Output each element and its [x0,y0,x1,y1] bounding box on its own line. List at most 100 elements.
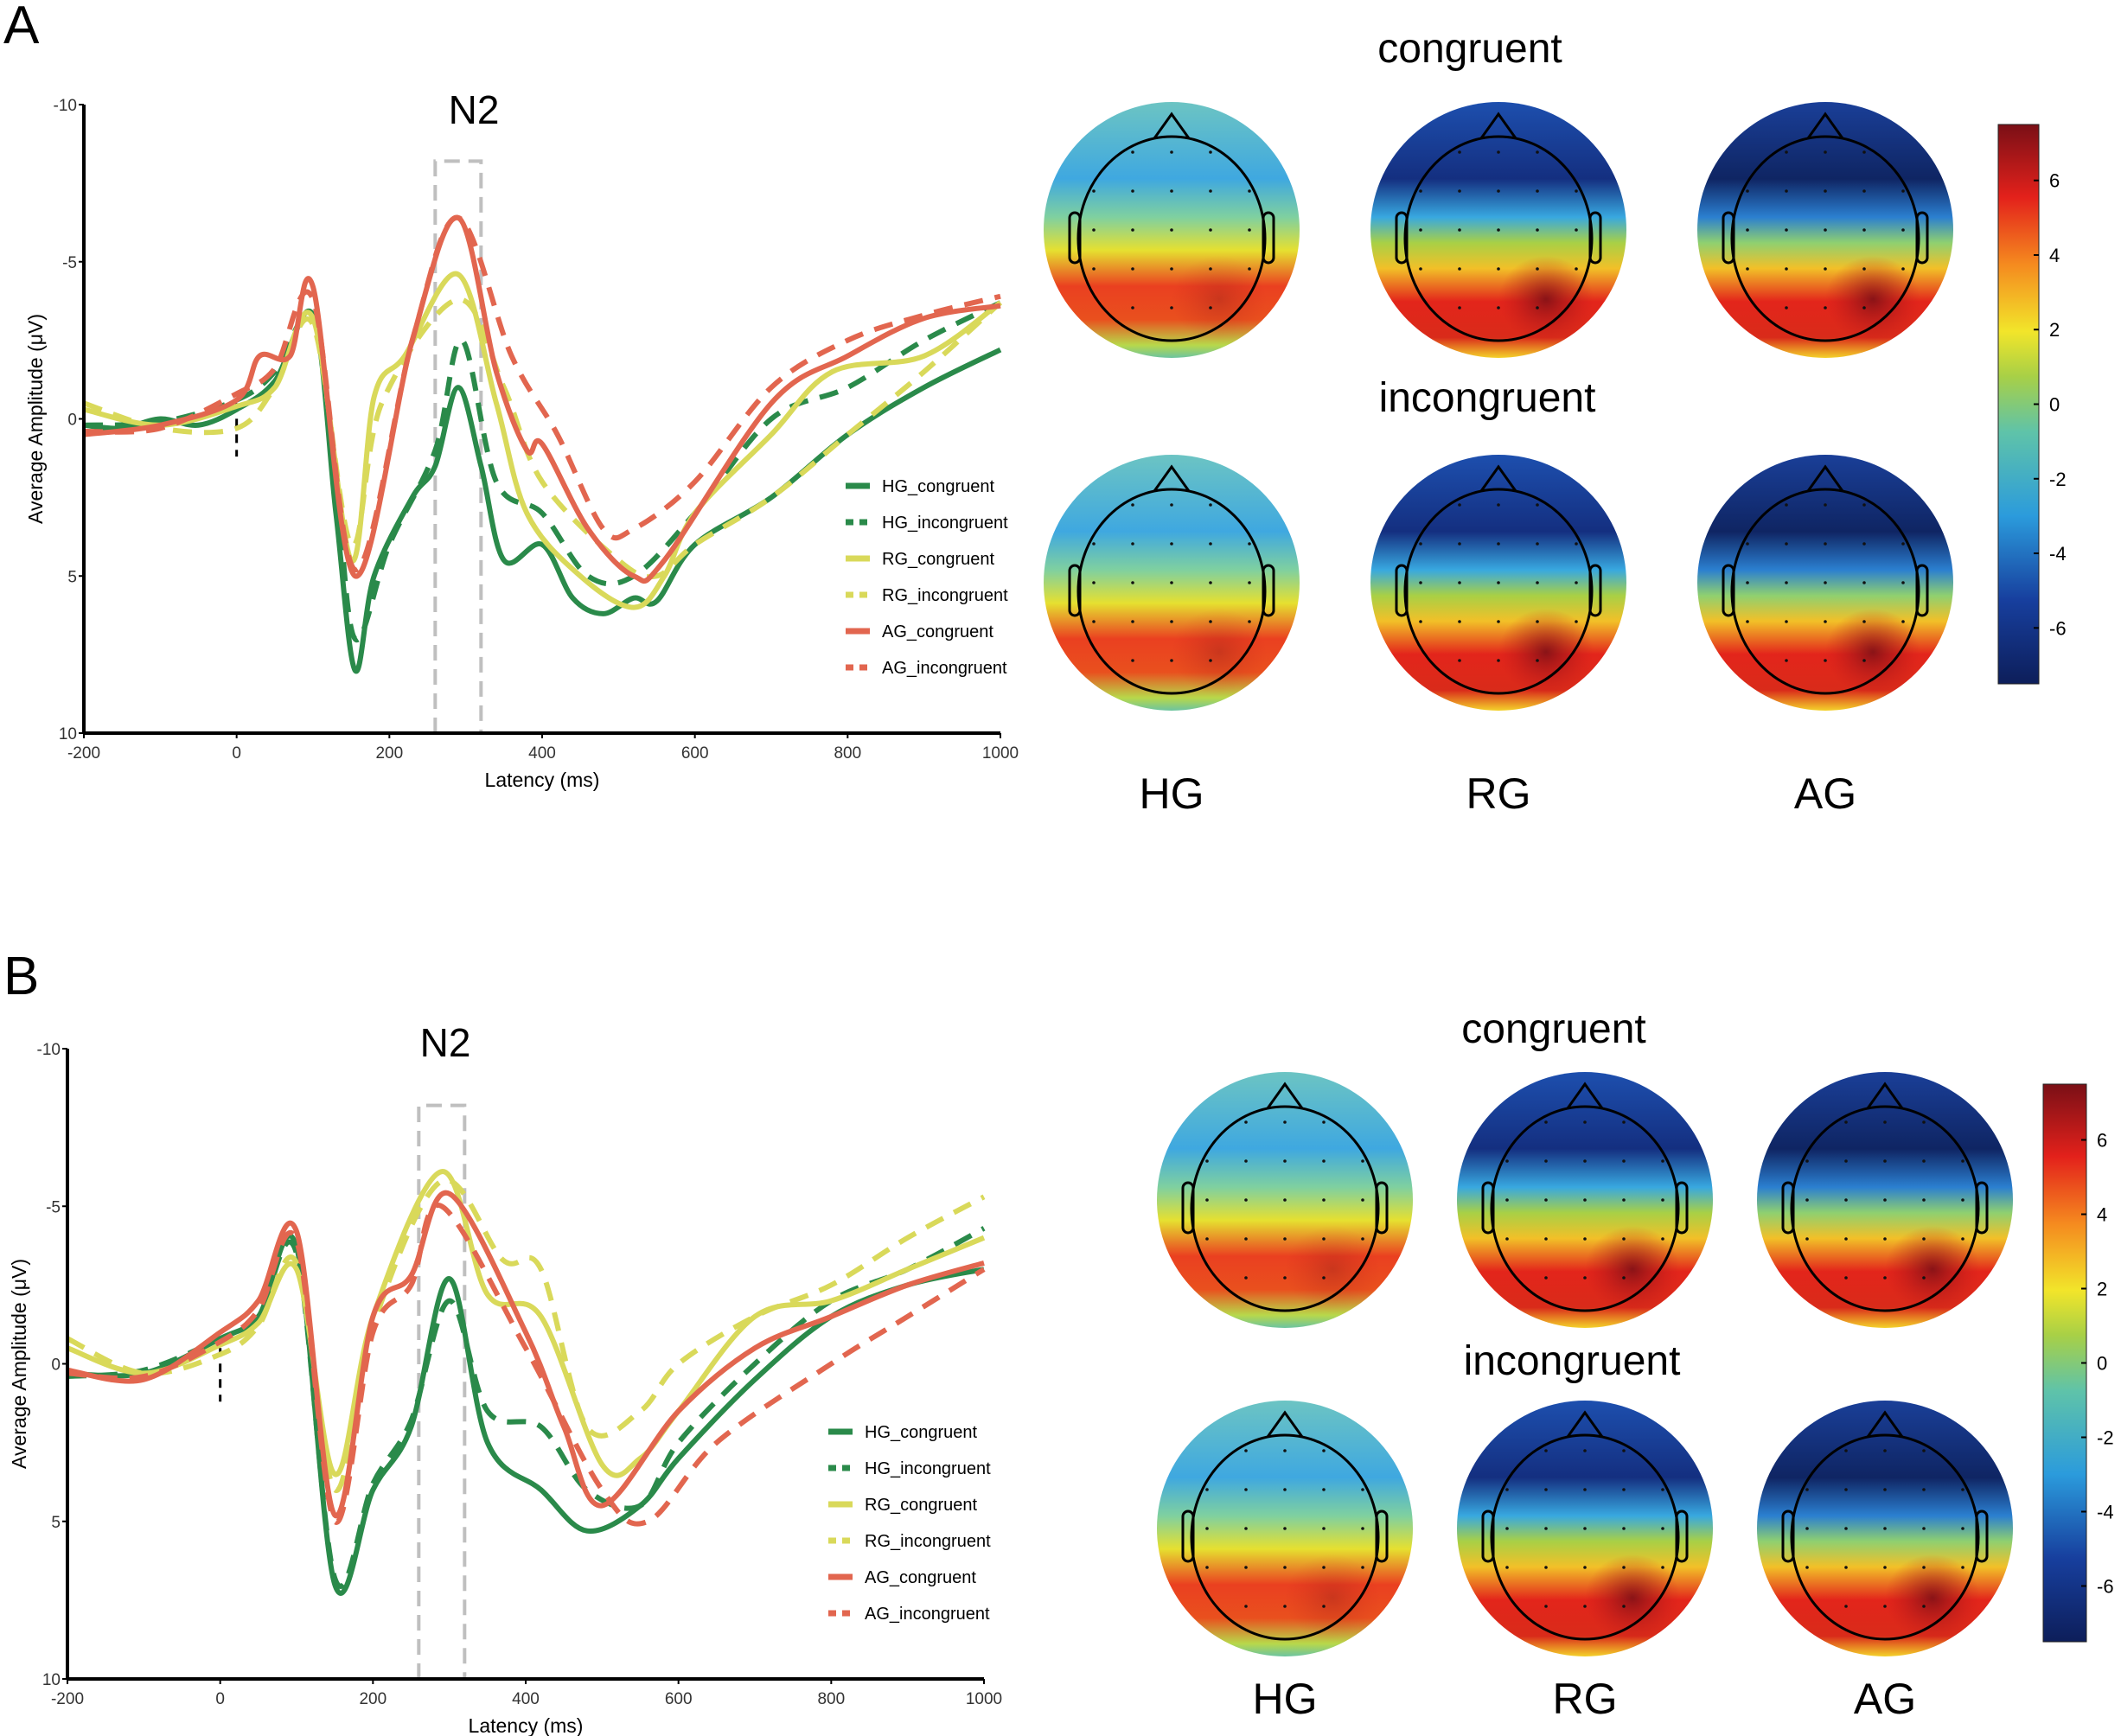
electrode-dot [1862,267,1866,271]
electrode-dot [1862,189,1866,193]
head-outline [1190,1105,1380,1312]
electrode-dot [1497,189,1500,193]
electrode-dot [1419,620,1422,623]
series-line-ag-incongruent [83,214,1001,572]
electrode-dot [1961,1237,1964,1241]
head-outline [1076,135,1267,342]
scalp-hotspot [1498,256,1594,342]
colorbar-tick-label: 0 [2097,1353,2107,1375]
colorbar-tick-label: 2 [2097,1279,2107,1300]
group-label-rg: RG [1466,769,1531,818]
electrode-dot [1961,1488,1964,1491]
electrode-dot [1844,1449,1848,1452]
electrode-dot [1497,581,1500,584]
head-outline [1730,488,1920,695]
legend-label: RG_incongruent [865,1532,991,1551]
electrode-dot [1544,1566,1548,1569]
left-ear-icon [1481,1509,1495,1563]
electrode-dot [1322,1120,1326,1124]
electrode-dot [1901,228,1905,232]
electrode-dot [1622,1198,1626,1202]
y-tick-label: 5 [51,1514,61,1532]
nose-icon [1266,1410,1304,1438]
incongruent-label: incongruent [1379,375,1596,421]
legend-label: HG_incongruent [865,1459,991,1478]
y-axis-label: Average Amplitude (μV) [8,1259,30,1469]
electrode-dot [1862,542,1866,546]
electrode-dot [1785,267,1788,271]
electrode-dot [1536,189,1539,193]
topomap-hg-incongruent [1044,455,1300,711]
head-outline [1790,1433,1980,1641]
electrode-dot [1583,1449,1587,1452]
right-ear-icon [1262,564,1275,617]
electrode-dot [1862,306,1866,310]
electrode-dot [1209,228,1212,232]
electrode-dot [1248,620,1251,623]
electrode-dot [1209,503,1212,507]
topomap-rg-incongruent [1457,1401,1713,1656]
scalp-hotspot [1285,1226,1380,1312]
legend-label: HG_congruent [882,477,995,496]
electrode-dot [1205,1527,1209,1530]
electrode-dot [1361,1488,1364,1491]
x-tick-label: 600 [681,744,709,763]
electrode-dot [1209,150,1212,154]
electrode-dot [1092,581,1096,584]
electrode-dot [1922,1237,1926,1241]
electrode-dot [1497,620,1500,623]
electrode-dot [1244,1276,1248,1280]
electrode-dot [1361,1198,1364,1202]
electrode-dot [1205,1159,1209,1163]
electrode-dot [1322,1488,1326,1491]
electrode-dot [1248,267,1251,271]
electrode-dot [1922,1488,1926,1491]
electrode-dot [1244,1120,1248,1124]
electrode-dot [1575,267,1578,271]
electrode-dot [1824,228,1827,232]
electrode-dot [1283,1566,1287,1569]
colorbar-tick-label: 4 [2049,245,2060,266]
electrode-dot [1244,1527,1248,1530]
y-axis-label: Average Amplitude (μV) [24,314,47,524]
group-label-hg: HG [1140,769,1204,818]
electrode-dot [1622,1120,1626,1124]
head-outline [1730,135,1920,342]
incongruent-label: incongruent [1464,1338,1681,1384]
y-tick-label: -5 [46,1198,61,1216]
x-axis-label: Latency (ms) [469,1714,584,1736]
electrode-dot [1883,1527,1887,1530]
legend-label: AG_incongruent [865,1605,990,1624]
panel-letter: A [3,0,40,55]
nose-icon [1153,464,1191,492]
electrode-dot [1322,1276,1326,1280]
electrode-dot [1583,1276,1587,1280]
electrode-dot [1785,189,1788,193]
electrode-dot [1248,228,1251,232]
electrode-dot [1170,306,1173,310]
series-line-ag-incongruent [67,1203,986,1527]
electrode-dot [1419,581,1422,584]
electrode-dot [1583,1566,1587,1569]
electrode-dot [1170,150,1173,154]
electrode-dot [1901,267,1905,271]
electrode-dot [1244,1566,1248,1569]
electrode-dot [1785,150,1788,154]
right-ear-icon [1375,1509,1389,1563]
electrode-dot [1283,1276,1287,1280]
electrode-dot [1824,150,1827,154]
electrode-dot [1322,1198,1326,1202]
electrode-dot [1883,1605,1887,1608]
electrode-dot [1824,189,1827,193]
electrode-dot [1131,659,1134,662]
left-ear-icon [1068,211,1082,265]
electrode-dot [1544,1198,1548,1202]
electrode-dot [1661,1527,1664,1530]
electrode-dot [1536,306,1539,310]
electrode-dot [1244,1605,1248,1608]
colorbar-tick-label: -2 [2049,469,2067,490]
electrode-dot [1622,1159,1626,1163]
electrode-dot [1170,659,1173,662]
electrode-dot [1536,150,1539,154]
electrode-dot [1785,620,1788,623]
